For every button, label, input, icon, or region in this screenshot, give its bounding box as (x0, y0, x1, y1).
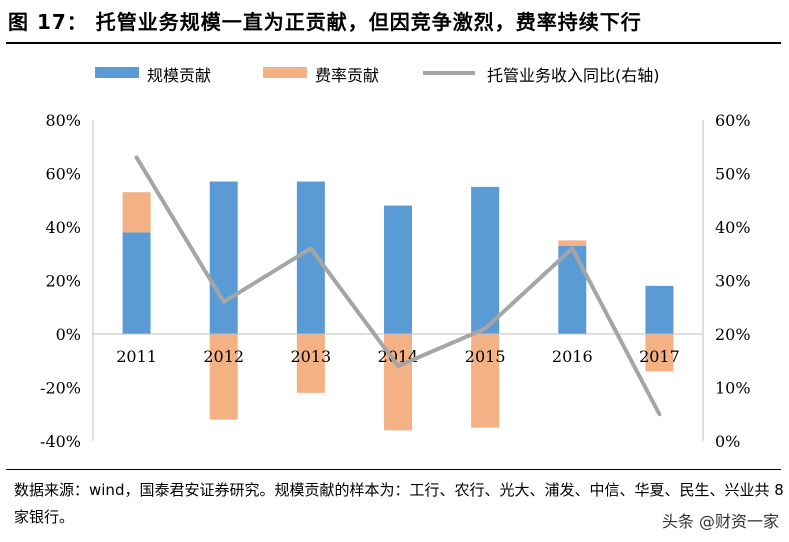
y-left-tick-label: 60% (45, 165, 81, 184)
bar-scale-2012 (209, 181, 238, 334)
bar-fee-2012 (209, 334, 238, 420)
bar-fee-2017 (645, 334, 674, 372)
bar-fee-2015 (471, 334, 500, 428)
legend-line-income-growth (423, 71, 475, 75)
legend-swatch-fee (263, 67, 307, 78)
y-right-tick-label: 10% (715, 379, 751, 398)
footer-divider (6, 469, 781, 470)
chart-title: 图 17： 托管业务规模一直为正贡献，但因竞争激烈，费率持续下行 (8, 10, 642, 34)
y-left-tick-label: 80% (45, 111, 81, 130)
legend-label-scale: 规模贡献 (147, 66, 212, 85)
y-right-tick-label: 50% (715, 165, 751, 184)
y-left-tick-label: 20% (45, 272, 81, 291)
y-left-tick-label: -40% (40, 432, 81, 451)
y-right-tick-label: 30% (715, 272, 751, 291)
title-divider (6, 42, 781, 44)
bar-fee-2014 (384, 334, 412, 431)
x-tick-label-2017: 2017 (639, 347, 680, 366)
bar-scale-2017 (645, 285, 674, 334)
y-right-tick-label: 60% (715, 111, 751, 130)
y-left-tick-label: 40% (45, 218, 81, 237)
legend-label-income-growth: 托管业务收入同比(右轴) (487, 66, 660, 85)
bar-scale-2015 (471, 186, 500, 334)
x-tick-label-2016: 2016 (552, 347, 593, 366)
x-tick-label-2011: 2011 (116, 347, 157, 366)
y-right-tick-label: 40% (715, 218, 751, 237)
y-right-tick-label: 20% (715, 325, 751, 344)
bar-scale-2011 (122, 232, 151, 334)
x-tick-label-2015: 2015 (465, 347, 506, 366)
x-tick-label-2012: 2012 (203, 347, 244, 366)
watermark: 头条 @财资一家 (661, 512, 779, 531)
source-note: 数据来源：wind，国泰君安证券研究。规模贡献的样本为：工行、农行、光大、浦发、… (14, 481, 784, 526)
y-left-tick-label: -20% (40, 379, 81, 398)
bar-fee-2016 (558, 240, 587, 246)
bar-fee-2011 (122, 192, 151, 233)
y-right-tick-label: 0% (715, 432, 740, 451)
legend-label-fee: 费率贡献 (315, 66, 380, 85)
bar-scale-2016 (558, 245, 587, 334)
bar-scale-2014 (384, 205, 412, 334)
bar-fee-2013 (296, 334, 325, 393)
y-left-tick-label: 0% (56, 325, 81, 344)
legend-swatch-scale (95, 67, 139, 78)
x-tick-label-2013: 2013 (290, 347, 331, 366)
bar-scale-2013 (296, 181, 325, 334)
